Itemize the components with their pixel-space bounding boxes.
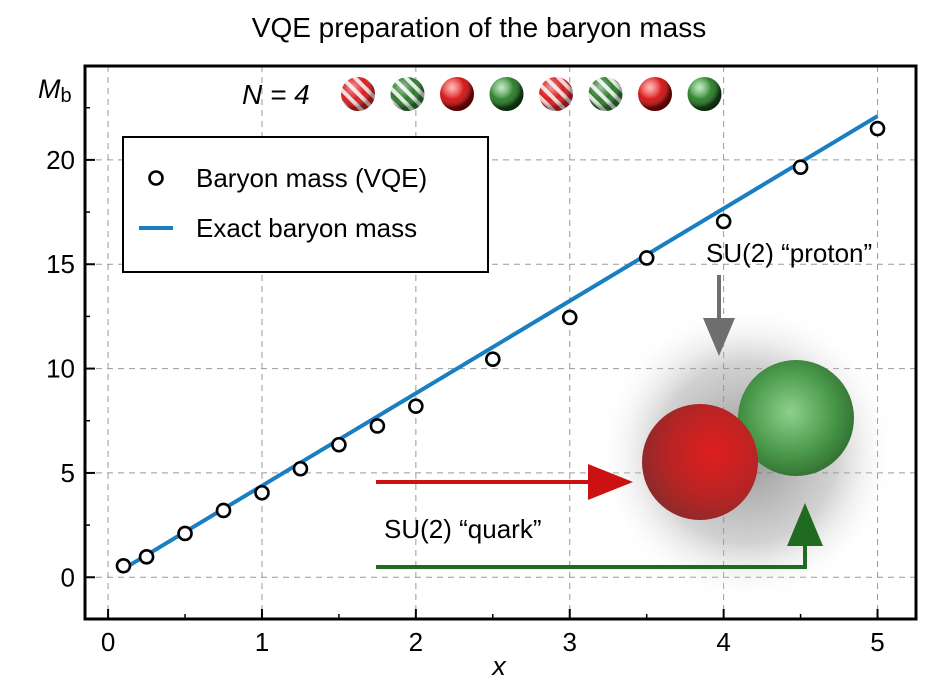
sphere-shading bbox=[390, 77, 425, 111]
y-tick-label: 5 bbox=[61, 458, 75, 488]
green-quark-arrow-shaft bbox=[376, 540, 807, 569]
vqe-point bbox=[869, 120, 886, 137]
vqe-point bbox=[561, 309, 578, 326]
x-tick-label: 0 bbox=[101, 627, 115, 657]
sphere-row bbox=[341, 77, 722, 111]
y-tick-label: 20 bbox=[46, 145, 75, 175]
proton-red-quark bbox=[642, 404, 758, 520]
y-axis-label-sub: b bbox=[61, 85, 72, 107]
green-quark-arrow-head bbox=[787, 503, 823, 546]
proton-green-quark bbox=[738, 360, 854, 476]
sphere-shading bbox=[638, 77, 672, 111]
vqe-point bbox=[485, 351, 501, 367]
vqe-point bbox=[408, 398, 424, 414]
chart-title: VQE preparation of the baryon mass bbox=[252, 12, 706, 43]
vqe-point bbox=[138, 549, 155, 565]
legend-marker-vqe bbox=[148, 170, 164, 186]
vqe-point bbox=[254, 484, 270, 501]
legend-label-exact: Exact baryon mass bbox=[196, 213, 417, 243]
vqe-point bbox=[115, 557, 132, 574]
x-tick-label: 1 bbox=[255, 627, 269, 657]
axis-ticks: 0 1 2 3 4 5 0 5 10 15 20 bbox=[46, 106, 885, 657]
y-axis-label-main: M bbox=[38, 74, 61, 104]
vqe-point bbox=[715, 213, 732, 230]
legend-label-vqe: Baryon mass (VQE) bbox=[196, 163, 427, 193]
vqe-point bbox=[177, 525, 193, 542]
proton-illustration bbox=[376, 275, 897, 603]
plot-frame bbox=[83, 64, 918, 621]
exact-mass-line-group bbox=[122, 114, 879, 571]
quark-label: SU(2) “quark” bbox=[384, 514, 541, 544]
vqe-point bbox=[292, 460, 309, 477]
vqe-point bbox=[638, 250, 655, 266]
sphere-shading bbox=[440, 77, 474, 111]
y-tick-label: 10 bbox=[46, 354, 75, 384]
legend: Baryon mass (VQE) Exact baryon mass bbox=[122, 136, 489, 273]
legend-box bbox=[122, 136, 489, 273]
x-tick-label: 2 bbox=[409, 627, 423, 657]
sphere-shading bbox=[489, 77, 524, 111]
sphere-shading bbox=[539, 77, 573, 111]
x-tick-label: 4 bbox=[716, 627, 730, 657]
x-axis-label: x bbox=[490, 651, 507, 681]
y-axis-label: Mb bbox=[38, 74, 72, 107]
vqe-point bbox=[792, 159, 809, 176]
red-quark-arrow-head bbox=[588, 464, 633, 500]
y-tick-label: 15 bbox=[46, 249, 75, 279]
vqe-point bbox=[331, 436, 347, 453]
vqe-points-group bbox=[115, 120, 886, 574]
x-tick-label: 5 bbox=[870, 627, 884, 657]
vqe-point bbox=[215, 502, 232, 519]
y-tick-label: 0 bbox=[61, 562, 75, 592]
proton-arrow-head bbox=[703, 318, 735, 356]
exact-mass-line bbox=[122, 114, 879, 571]
n-label: N = 4 bbox=[242, 79, 310, 110]
x-tick-label: 3 bbox=[563, 627, 577, 657]
proton-label: SU(2) “proton” bbox=[706, 238, 872, 268]
sphere-shading bbox=[341, 77, 375, 111]
sphere-shading bbox=[588, 77, 623, 111]
sphere-shading bbox=[687, 77, 722, 111]
vqe-point bbox=[369, 418, 386, 434]
